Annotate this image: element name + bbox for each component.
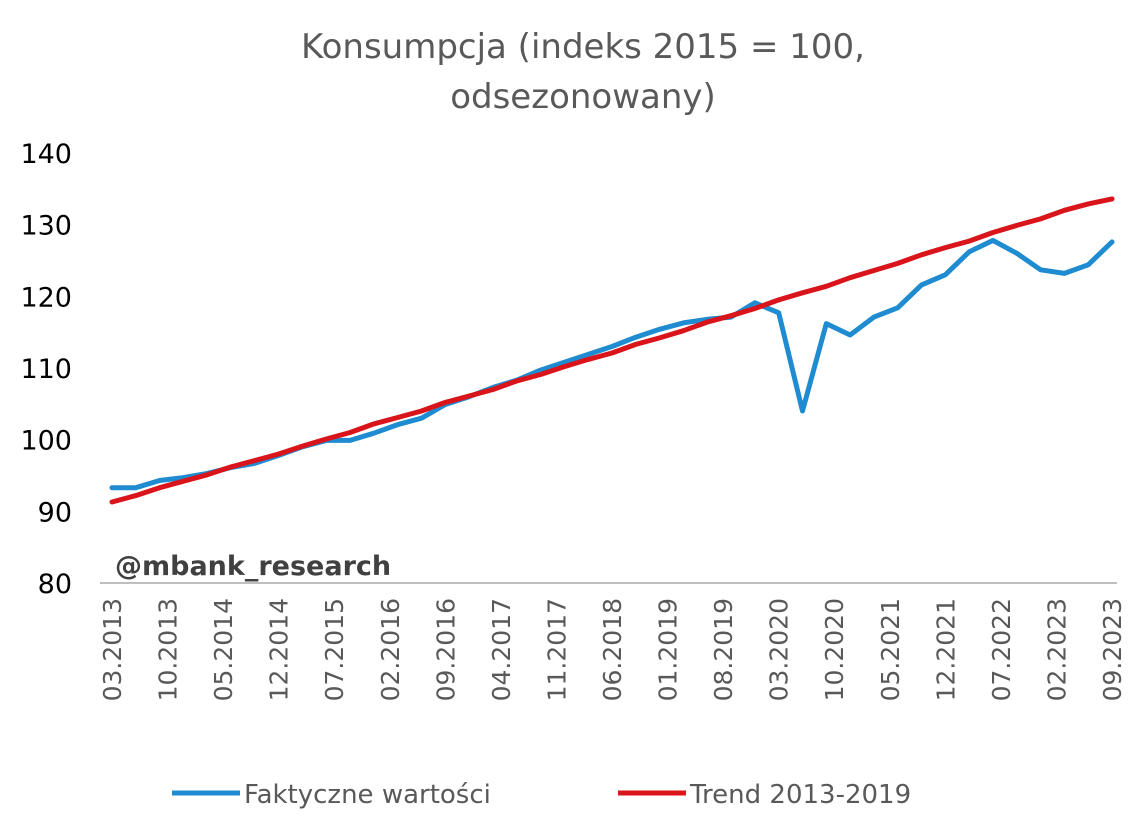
y-tick-label: 100: [20, 426, 72, 457]
x-tick-label: 03.2013: [98, 598, 127, 701]
x-tick-label: 02.2016: [376, 598, 405, 701]
watermark: @mbank_research: [115, 551, 391, 582]
y-axis: 80 90 100 110 120 130 140: [20, 139, 72, 600]
y-tick-label: 80: [38, 569, 72, 600]
y-tick-label: 110: [20, 354, 72, 385]
series-line-actual: [109, 237, 1115, 491]
x-tick-label: 04.2017: [487, 598, 516, 701]
x-tick-label: 03.2020: [765, 598, 794, 701]
y-tick-label: 120: [20, 282, 72, 313]
y-tick-label: 90: [38, 497, 72, 528]
legend-label-actual: Faktyczne wartości: [244, 780, 491, 810]
x-tick-label: 10.2013: [154, 598, 183, 701]
y-tick-label: 140: [20, 139, 72, 170]
chart-title-line-1: Konsumpcja (indeks 2015 = 100,: [301, 27, 865, 67]
x-tick-label: 05.2014: [209, 598, 238, 701]
plot-area: [109, 196, 1115, 505]
x-tick-label: 02.2023: [1042, 598, 1071, 701]
x-tick-label: 11.2017: [542, 598, 571, 701]
chart-title-line-2: odsezonowany): [450, 77, 716, 117]
series-line-trend: [109, 196, 1115, 505]
x-axis: 03.2013 10.2013 05.2014 12.2014 07.2015 02.20…: [98, 598, 1127, 701]
legend: Faktyczne wartości Trend 2013-2019: [172, 780, 911, 810]
x-tick-label: 12.2021: [931, 598, 960, 701]
x-tick-label: 07.2022: [987, 598, 1016, 701]
x-tick-label: 07.2015: [320, 598, 349, 701]
legend-label-trend: Trend 2013-2019: [689, 780, 911, 810]
y-tick-label: 130: [20, 211, 72, 242]
x-tick-label: 06.2018: [598, 598, 627, 701]
x-tick-label: 09.2023: [1098, 598, 1127, 701]
x-tick-label: 08.2019: [709, 598, 738, 701]
x-tick-label: 05.2021: [876, 598, 905, 701]
x-tick-label: 09.2016: [431, 598, 460, 701]
x-tick-label: 12.2014: [265, 598, 294, 701]
x-tick-label: 10.2020: [820, 598, 849, 701]
x-tick-label: 01.2019: [654, 598, 683, 701]
